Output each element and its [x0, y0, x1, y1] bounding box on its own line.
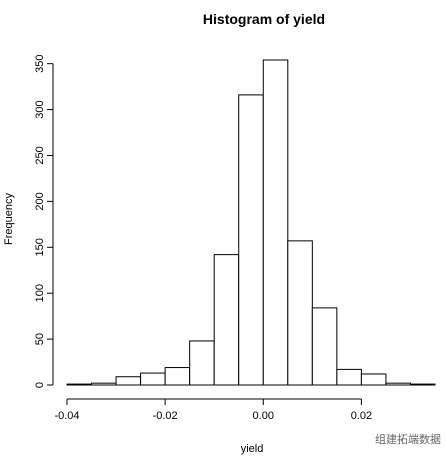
histogram-bar: [385, 382, 411, 386]
bars-group: [66, 59, 436, 386]
histogram-bar: [91, 382, 117, 386]
histogram-bar: [164, 367, 191, 386]
x-tick-label: -0.04: [54, 410, 79, 422]
histogram-bar: [287, 240, 313, 386]
y-tick-label: 250: [34, 146, 46, 164]
x-tick-label: 0.00: [253, 410, 274, 422]
histogram-bar: [336, 368, 362, 386]
y-tick-label: 100: [34, 284, 46, 302]
x-axis: -0.04 -0.02 0.00 0.02: [54, 398, 372, 422]
histogram-bar: [66, 383, 93, 386]
histogram-bar: [238, 94, 264, 386]
histogram-bar: [213, 254, 240, 386]
histogram-bar: [409, 383, 436, 386]
y-tick-label: 50: [34, 333, 46, 345]
y-tick-label: 200: [34, 192, 46, 210]
y-tick-label: 350: [34, 54, 46, 72]
histogram-bar: [360, 373, 387, 386]
x-axis-label: yield: [241, 443, 264, 455]
histogram-bar: [115, 376, 142, 386]
x-tick-label: -0.02: [153, 410, 178, 422]
histogram-bar: [262, 59, 289, 386]
y-tick-label: 0: [34, 382, 46, 388]
histogram-bar: [311, 307, 338, 386]
y-tick-label: 150: [34, 238, 46, 256]
y-tick-label: 300: [34, 100, 46, 118]
watermark: 组建拓端数据: [375, 433, 441, 446]
y-axis-label: Frequency: [3, 193, 15, 245]
y-axis: 0 50 100 150 200 250 300 350: [34, 54, 54, 388]
x-tick-label: 0.02: [351, 410, 372, 422]
histogram-bar: [189, 340, 215, 386]
chart-title: Histogram of yield: [203, 11, 325, 27]
histogram-bar: [140, 372, 166, 386]
